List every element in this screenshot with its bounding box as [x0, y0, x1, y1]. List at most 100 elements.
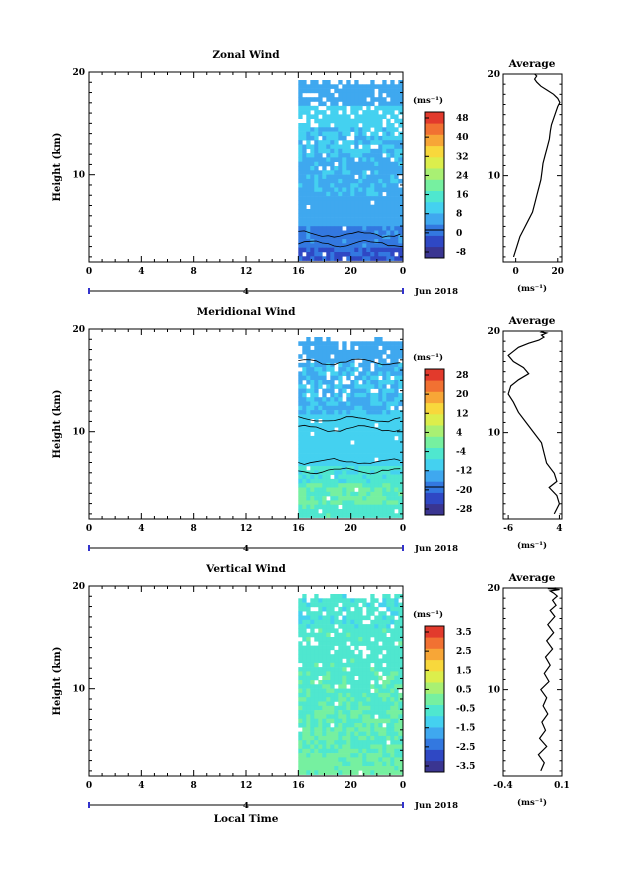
heatmap-cell: [362, 675, 367, 681]
heatmap-cell: [342, 470, 347, 475]
heatmap-cell: [354, 414, 359, 419]
heatmap-cell: [382, 410, 387, 415]
heatmap-cell: [342, 367, 347, 372]
heatmap-cell: [298, 641, 303, 646]
heatmap-cell: [390, 187, 395, 193]
heatmap-cell: [310, 84, 315, 89]
heatmap-cell: [326, 213, 331, 218]
heatmap-cell: [338, 598, 343, 603]
heatmap-cell: [370, 161, 375, 167]
heatmap-cell: [306, 667, 311, 672]
heatmap-cell: [378, 478, 383, 484]
heatmap-cell: [382, 105, 387, 111]
heatmap-cell: [314, 740, 319, 745]
heatmap-cell: [314, 187, 319, 193]
heatmap-cell: [370, 345, 375, 351]
heatmap-cell: [398, 178, 403, 184]
heatmap-cell: [314, 658, 319, 664]
heatmap-cell: [314, 461, 319, 467]
heatmap-cell: [390, 457, 395, 462]
heatmap-cell: [334, 692, 339, 698]
heatmap-cell: [306, 362, 311, 368]
heatmap-cell: [314, 200, 319, 205]
heatmap-cell: [354, 509, 359, 514]
colorbar-tick-label: -12: [456, 467, 472, 477]
heatmap-cell: [298, 761, 303, 767]
heatmap-cell: [318, 88, 323, 94]
heatmap-cell: [394, 740, 399, 745]
heatmap-cell: [330, 101, 335, 107]
heatmap-cell: [358, 598, 363, 603]
heatmap-cell: [302, 97, 307, 102]
heatmap-cell: [338, 718, 343, 724]
heatmap-cell: [394, 667, 399, 672]
heatmap-cell: [338, 509, 343, 514]
heatmap-cell: [366, 221, 371, 227]
heatmap-cell: [338, 757, 343, 762]
heatmap-cell: [342, 504, 347, 510]
heatmap-cell: [394, 710, 399, 715]
heatmap-cell: [346, 444, 351, 450]
heatmap-cell: [326, 105, 331, 111]
heatmap-cell: [318, 375, 323, 381]
heatmap-cell: [382, 705, 387, 711]
heatmap-cell: [382, 624, 387, 629]
heatmap-cell: [322, 183, 327, 188]
heatmap-cell: [346, 209, 351, 214]
heatmap-cell: [314, 380, 319, 385]
heatmap-cell: [318, 474, 323, 480]
heatmap-cell: [370, 744, 375, 750]
heatmap-cell: [298, 123, 303, 128]
heatmap-cell: [318, 127, 323, 132]
heatmap-cell: [366, 341, 371, 346]
heatmap-cell: [398, 466, 403, 471]
heatmap-cell: [378, 337, 383, 342]
heatmap-cell: [302, 371, 307, 376]
heatmap-cell: [318, 371, 323, 376]
heatmap-cell: [366, 602, 371, 608]
heatmap-cell: [394, 191, 399, 197]
heatmap-cell: [306, 748, 311, 754]
heatmap-cell: [306, 718, 311, 724]
heatmap-cell: [366, 144, 371, 150]
heatmap-cell: [318, 221, 323, 227]
heatmap-cell: [326, 174, 331, 180]
heatmap-cell: [310, 448, 315, 454]
heatmap-cell: [334, 753, 339, 758]
heatmap-cell: [366, 114, 371, 119]
heatmap-cell: [398, 448, 403, 454]
heatmap-cell: [314, 435, 319, 441]
heatmap-cell: [350, 448, 355, 454]
heatmap-cell: [394, 153, 399, 158]
heatmap-cell: [362, 414, 367, 419]
heatmap-cell: [374, 384, 379, 389]
heatmap-cell: [374, 131, 379, 137]
heatmap-cell: [358, 375, 363, 381]
heatmap-cell: [362, 624, 367, 629]
heatmap-cell: [342, 187, 347, 193]
heatmap-cell: [370, 170, 375, 175]
heatmap-cell: [398, 504, 403, 510]
heatmap-cell: [314, 671, 319, 676]
heatmap-cell: [378, 392, 383, 398]
heatmap-cell: [398, 384, 403, 389]
heatmap-cell: [330, 114, 335, 119]
heatmap-cell: [374, 217, 379, 223]
heatmap-cell: [374, 662, 379, 668]
heatmap-cell: [306, 127, 311, 132]
heatmap-cell: [354, 645, 359, 651]
heatmap-cell: [370, 701, 375, 707]
heatmap-cell: [362, 487, 367, 493]
heatmap-cell: [306, 491, 311, 497]
heatmap-cell: [338, 748, 343, 754]
heatmap-cell: [326, 362, 331, 368]
heatmap-cell: [310, 466, 315, 471]
heatmap-cell: [326, 718, 331, 724]
heatmap-cell: [334, 200, 339, 205]
heatmap-cell: [378, 166, 383, 171]
heatmap-cell: [362, 504, 367, 510]
heatmap-cell: [322, 114, 327, 119]
heatmap-cell: [330, 448, 335, 454]
heatmap-cell: [326, 453, 331, 458]
heatmap-cell: [330, 367, 335, 372]
